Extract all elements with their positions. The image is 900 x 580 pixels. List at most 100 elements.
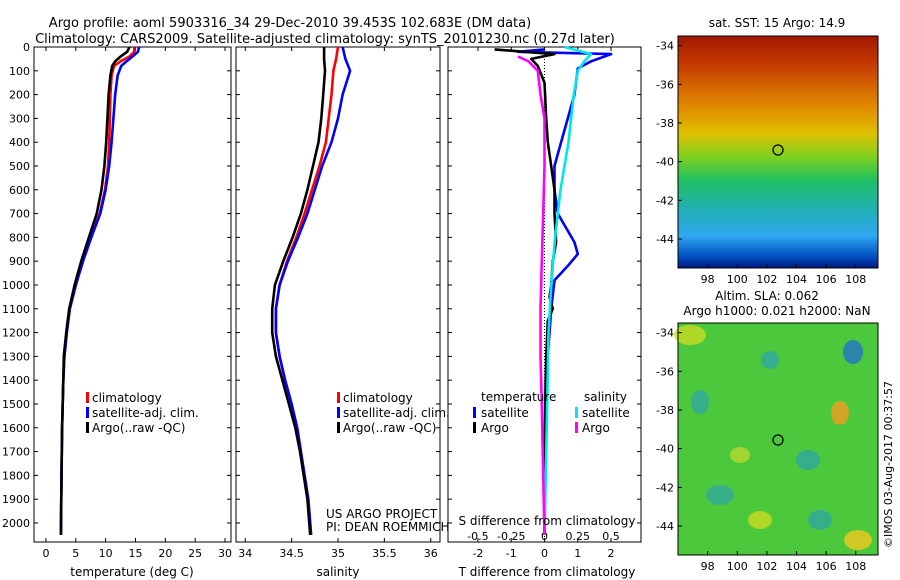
x-tick-label: 35: [331, 547, 345, 560]
series-line-argo: [494, 48, 558, 535]
difference-axis-label: T difference from climatology: [458, 565, 636, 579]
legend-title-temperature: temperature: [481, 390, 556, 404]
s-tick-label: 0.25: [566, 530, 591, 543]
series-line-argo-raw-qc-: [270, 47, 327, 536]
x-tick-label: 34: [238, 547, 252, 560]
sla-blob: [844, 530, 872, 550]
legend-label-argo: Argo(..raw -QC): [92, 421, 185, 435]
pi-label: PI: DEAN ROEMMICH: [326, 520, 449, 534]
map-y-tick-label: -40: [656, 156, 674, 169]
sla-blob: [761, 351, 779, 369]
temperature-axes: [33, 46, 232, 543]
y-tick-label: 1600: [2, 422, 30, 435]
series-line-satellite: [543, 45, 593, 535]
s-tick-label: 0.5: [602, 530, 620, 543]
y-tick-label: 100: [9, 65, 30, 78]
salinity-legend: climatology satellite-adj. clim. Argo(..…: [337, 391, 450, 435]
x-tick-label: 5: [72, 547, 79, 560]
legend-swatch-argo: [86, 422, 89, 433]
map-x-tick-label: 102: [756, 273, 777, 286]
map-x-tick-label: 108: [845, 273, 866, 286]
map-y-tick-label: -36: [656, 78, 674, 91]
temperature-legend: climatology satellite-adj. clim. Argo(..…: [86, 391, 199, 435]
legend-label-climatology: climatology: [92, 391, 162, 405]
map-y-tick-label: -36: [656, 365, 674, 378]
x-tick-label: 20: [158, 547, 172, 560]
map-x-tick-label: 106: [816, 560, 837, 573]
x-tick-label: 15: [128, 547, 142, 560]
y-tick-label: 1100: [2, 303, 30, 316]
legend-label-t-satellite: satellite: [481, 406, 529, 420]
legend-label-satellite: satellite-adj. clim.: [343, 406, 450, 420]
legend-swatch-satellite: [86, 407, 89, 418]
legend-label-satellite: satellite-adj. clim.: [92, 406, 199, 420]
map-x-tick-label: 108: [845, 560, 866, 573]
x-tick-label: 30: [218, 547, 232, 560]
series-line-climatology: [59, 47, 136, 535]
series-line-climatology: [274, 46, 340, 536]
map-x-tick-label: 104: [786, 560, 807, 573]
y-tick-label: 2000: [2, 517, 30, 530]
sla-map-frame: [677, 322, 879, 556]
legend-swatch-s-argo: [575, 422, 578, 433]
map-y-tick-label: -38: [656, 117, 674, 130]
legend-swatch-climatology: [86, 392, 89, 403]
x-tick-label: 25: [188, 547, 202, 560]
x-tick-label: 1: [574, 547, 581, 560]
legend-label-t-argo: Argo: [481, 421, 509, 435]
series-line-satellite-adj-clim-: [274, 46, 352, 536]
sla-blob: [831, 401, 849, 425]
y-tick-label: 0: [23, 41, 30, 54]
sla-map-ticks: 98 100 102 104 106 108 -34 -36 -38 -40 -42 -44: [656, 327, 866, 573]
x-tick-label: -1: [506, 547, 517, 560]
sst-heatmap: [678, 36, 878, 268]
legend-title-salinity: salinity: [584, 390, 627, 404]
legend-swatch-climatology: [337, 392, 340, 403]
map-y-tick-label: -42: [656, 481, 674, 494]
map-x-tick-label: 102: [756, 560, 777, 573]
map-y-tick-label: -40: [656, 443, 674, 456]
sla-blob: [691, 390, 709, 414]
legend-label-climatology: climatology: [343, 391, 413, 405]
map-x-tick-label: 98: [701, 560, 715, 573]
sst-map-title: sat. SST: 15 Argo: 14.9: [709, 16, 846, 30]
y-tick-label: 200: [9, 89, 30, 102]
sst-map: [677, 35, 879, 269]
y-tick-label: 1300: [2, 350, 30, 363]
map-y-tick-label: -44: [656, 520, 674, 533]
sla-map-title-1: Altim. SLA: 0.062: [715, 289, 819, 303]
map-y-tick-label: -34: [656, 40, 674, 53]
x-tick-label: 35.5: [372, 547, 397, 560]
s-tick-label: -0.25: [497, 530, 525, 543]
series-line-argo-raw-qc-: [59, 46, 131, 535]
y-tick-label: 1700: [2, 446, 30, 459]
y-tick-label: 1800: [2, 469, 30, 482]
x-tick-label: 0: [42, 547, 49, 560]
series-line-satellite: [516, 48, 613, 535]
y-tick-label: 600: [9, 184, 30, 197]
x-tick-label: -2: [472, 547, 483, 560]
y-tick-label: 700: [9, 208, 30, 221]
map-y-tick-label: -38: [656, 404, 674, 417]
y-tick-label: 1400: [2, 374, 30, 387]
sla-blob: [706, 485, 734, 505]
temperature-plot: 0100200300400500600700800900100011001200…: [2, 41, 232, 560]
difference-top-axis-label: S difference from climatology: [459, 514, 636, 528]
salinity-plot: 34 34.5 35 35.5 36: [236, 46, 440, 560]
map-y-tick-label: -34: [656, 327, 674, 340]
x-tick-label: 34.5: [279, 547, 304, 560]
sla-blob: [674, 325, 706, 345]
legend-label-s-argo: Argo: [582, 421, 610, 435]
title-line-1: Argo profile: aoml 5903316_34 29-Dec-201…: [49, 16, 531, 31]
sla-blob: [808, 510, 832, 530]
map-x-tick-label: 106: [816, 273, 837, 286]
y-tick-label: 900: [9, 255, 30, 268]
legend-swatch-argo: [337, 422, 340, 433]
y-tick-label: 1200: [2, 327, 30, 340]
difference-legend: temperature salinity satellite Argo sate…: [473, 390, 630, 435]
sla-map: [674, 322, 879, 556]
y-tick-label: 800: [9, 231, 30, 244]
sst-map-frame: [677, 35, 879, 269]
temperature-axis-label: temperature (deg C): [70, 565, 193, 579]
argo-location-marker: [772, 144, 784, 156]
